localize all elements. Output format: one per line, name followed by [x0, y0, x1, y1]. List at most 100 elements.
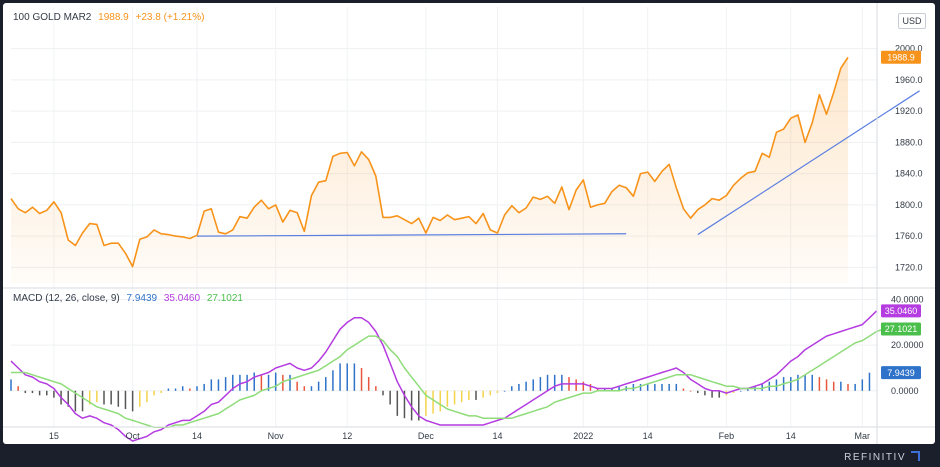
time-axis-tick: Dec	[418, 431, 435, 441]
time-axis-tick: 12	[342, 431, 352, 441]
histogram-bar	[546, 374, 549, 391]
hist-value-tag: 7.9439	[887, 368, 915, 378]
histogram-bar	[403, 390, 406, 419]
histogram-bar	[239, 374, 241, 391]
histogram-bar	[160, 390, 162, 394]
chart-canvas[interactable]: 1720.0 1760.0 1800.0 1840.0 1880.0 1920.0 1960…	[3, 3, 935, 444]
chart-frame: 1720.0 1760.0 1800.0 1840.0 1880.0 1920.0 1960…	[3, 3, 935, 444]
histogram-bar	[775, 379, 778, 391]
histogram-bar	[246, 374, 248, 391]
currency-badge[interactable]: USD	[898, 13, 926, 29]
time-axis-tick: 14	[786, 431, 796, 441]
price-legend: 100 GOLD MAR2 1988.9 +23.8 (+1.21%)	[13, 12, 208, 23]
histogram-bar	[346, 363, 348, 391]
histogram-bar	[146, 390, 148, 403]
histogram-bar	[790, 377, 792, 391]
histogram-bar	[646, 383, 649, 391]
macd-indicator-label: MACD (12, 26, close, 9)	[13, 293, 120, 304]
macd-line	[10, 310, 878, 442]
signal-value-label: 35.0460	[163, 293, 201, 304]
histogram-bar	[832, 381, 835, 391]
histogram-bar	[139, 390, 141, 407]
price-axis-tick: 1880.0	[895, 137, 923, 147]
histogram-bar	[31, 390, 34, 394]
histogram-bar	[131, 390, 134, 412]
price-axis-tick: 1760.0	[895, 231, 923, 241]
histogram-bar	[539, 377, 542, 391]
histogram-bar	[303, 386, 306, 391]
macd-axis-tick: 20.0000	[891, 340, 924, 350]
histogram-bar	[425, 390, 427, 416]
histogram-bar	[317, 381, 320, 391]
price-axis-tick: 1920.0	[895, 106, 923, 116]
histogram-bar	[117, 390, 120, 407]
price-line	[10, 56, 849, 268]
time-axis-tick: 14	[492, 431, 502, 441]
histogram-bar	[17, 386, 19, 391]
histogram-bar	[10, 379, 12, 391]
time-axis-tick: Oct	[126, 431, 141, 441]
histogram-bar	[81, 390, 84, 412]
histogram-bar	[682, 388, 685, 391]
histogram-bar	[868, 372, 871, 391]
histogram-bar	[489, 390, 492, 396]
histogram-bar	[811, 374, 813, 391]
histogram-bar	[482, 390, 484, 398]
histogram-bar	[153, 390, 155, 396]
symbol-label: 100 GOLD MAR2	[13, 12, 92, 23]
signal-value-tag-bg	[881, 322, 921, 336]
histogram-bar	[274, 372, 277, 391]
histogram-bar	[861, 379, 864, 391]
histogram-bar	[704, 390, 706, 396]
support-trendline	[196, 233, 627, 237]
histogram-bar	[67, 390, 69, 407]
histogram-bar	[818, 377, 821, 391]
histogram-bar	[210, 379, 213, 391]
histogram-bar	[503, 390, 506, 392]
histogram-bar	[396, 390, 399, 416]
histogram-bar	[632, 383, 635, 391]
macd-axis-tick: 40.0000	[891, 295, 924, 305]
time-axis-tick: 14	[643, 431, 653, 441]
last-price-tag: 1988.9	[887, 52, 915, 62]
histogram-bar	[854, 383, 856, 391]
hist-value-label: 27.1021	[206, 293, 243, 304]
time-axis-tick: 15	[49, 431, 59, 441]
price-axis-tick: 1720.0	[895, 262, 923, 272]
rising-trendline	[697, 90, 920, 236]
histogram-bar	[475, 390, 477, 400]
histogram-bar	[96, 390, 98, 403]
price-area-fill	[11, 57, 848, 283]
histogram-bar	[360, 367, 363, 391]
histogram-bar	[217, 379, 220, 391]
histogram-bar	[446, 390, 449, 407]
histogram-bar	[582, 381, 585, 391]
time-axis-tick: 14	[192, 431, 202, 441]
histogram-bar	[124, 390, 127, 410]
histogram-bar	[367, 377, 370, 391]
histogram-bar	[561, 374, 563, 391]
histogram-bar	[189, 388, 191, 391]
histogram-bar	[88, 390, 91, 405]
macd-legend: MACD (12, 26, close, 9) 7.9439 35.0460 2…	[13, 293, 247, 304]
histogram-bar	[718, 390, 720, 398]
histogram-bar	[496, 390, 499, 394]
macd-axis-tick: 0.0000	[891, 386, 919, 396]
brand-name: REFINITIV	[844, 452, 906, 463]
histogram-bar	[596, 388, 599, 391]
histogram-bar	[468, 390, 470, 400]
histogram-bar	[267, 374, 270, 391]
histogram-bar	[739, 390, 742, 392]
time-axis-tick: Feb	[719, 431, 735, 441]
histogram-bar	[181, 386, 184, 391]
histogram-bar	[804, 374, 806, 391]
histogram-bar	[654, 383, 656, 391]
hist-value-tag-bg	[881, 366, 921, 380]
price-axis-tick: 1960.0	[895, 75, 923, 85]
histogram-bar	[103, 390, 105, 405]
last-price-tag-bg	[881, 50, 921, 64]
histogram-bar	[339, 363, 341, 391]
histogram-bar	[825, 379, 828, 391]
histogram-bar	[797, 374, 799, 391]
histogram-bar	[711, 390, 713, 398]
